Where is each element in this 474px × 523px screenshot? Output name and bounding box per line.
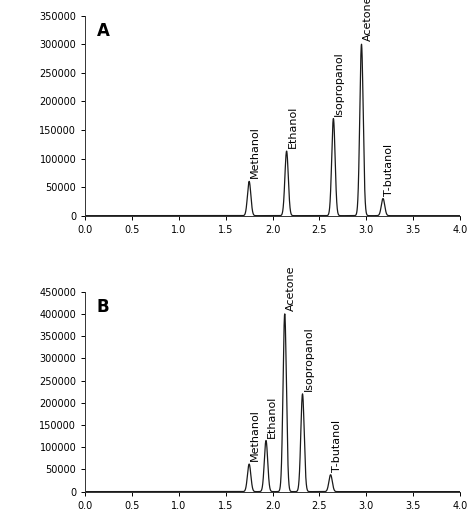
Text: T-butanol: T-butanol [384, 143, 394, 196]
Text: Ethanol: Ethanol [267, 395, 277, 438]
Text: Acetone: Acetone [363, 0, 373, 41]
Text: Isopropanol: Isopropanol [303, 326, 313, 391]
Text: Methanol: Methanol [250, 127, 260, 178]
Text: T-butanol: T-butanol [331, 419, 342, 472]
Text: A: A [97, 21, 109, 40]
Text: Ethanol: Ethanol [288, 106, 298, 148]
Text: B: B [97, 298, 109, 316]
Text: Isopropanol: Isopropanol [334, 51, 344, 116]
Text: Methanol: Methanol [250, 409, 260, 461]
Text: Acetone: Acetone [286, 265, 296, 311]
